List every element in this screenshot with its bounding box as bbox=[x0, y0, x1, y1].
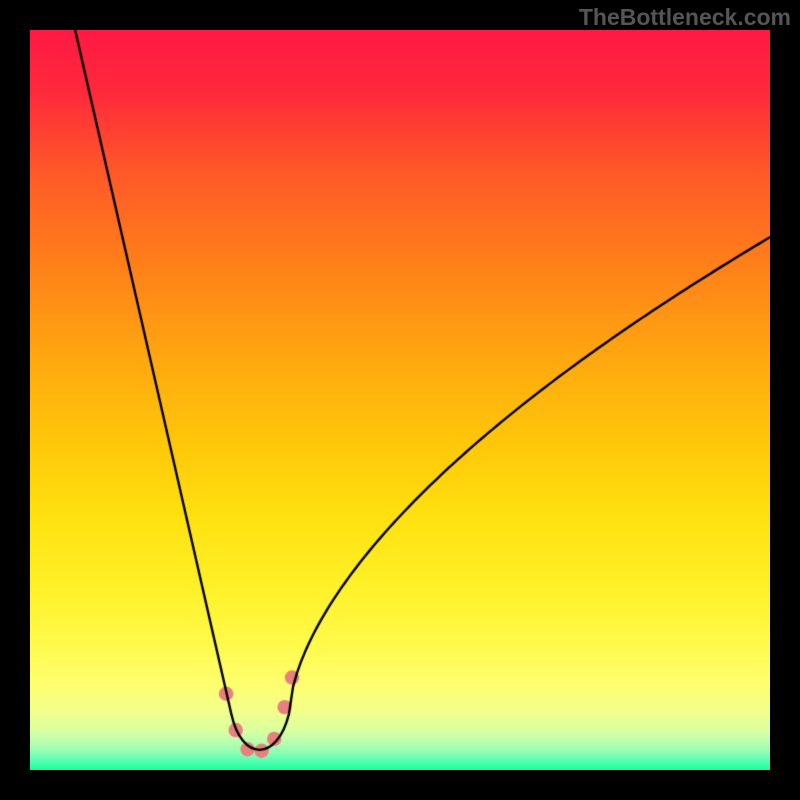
chart-frame bbox=[30, 30, 770, 770]
watermark-text: TheBottleneck.com bbox=[579, 4, 791, 31]
bottleneck-curve-canvas bbox=[30, 30, 770, 770]
plot-area bbox=[30, 30, 770, 770]
